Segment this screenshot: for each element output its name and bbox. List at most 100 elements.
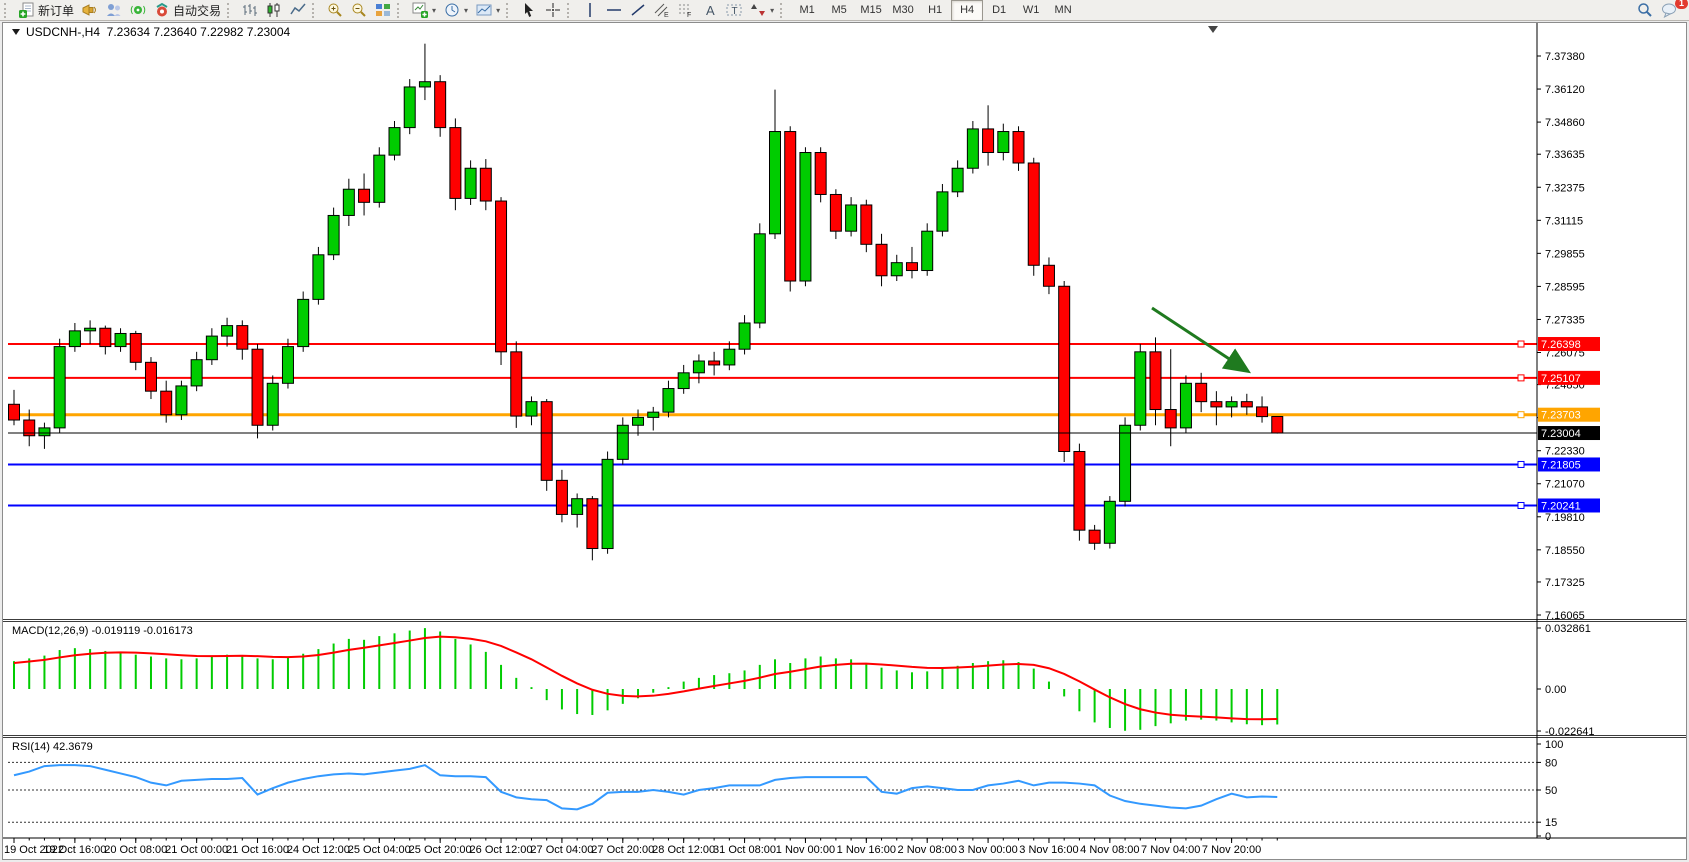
candle-body: [1073, 450, 1086, 531]
time-tick-label: 2 Nov 08:00: [898, 844, 957, 856]
toolbar-grip[interactable]: [397, 2, 404, 18]
price-tick-label: 7.28595: [1545, 281, 1585, 293]
accounts-button[interactable]: [102, 0, 126, 21]
svg-text:7.25107: 7.25107: [1541, 373, 1581, 385]
timeframe-h1[interactable]: H1: [928, 4, 943, 16]
price-tick-label: 7.33635: [1545, 149, 1585, 161]
new-chart-button[interactable]: ▾: [408, 0, 440, 21]
candle-body: [1058, 285, 1071, 452]
candle-body: [1134, 351, 1147, 426]
zoom-in-button[interactable]: [323, 0, 347, 21]
toolbar-grip[interactable]: [506, 2, 513, 18]
horizontal-line-tool[interactable]: [602, 0, 626, 21]
one-click-trading-toggle[interactable]: [12, 29, 20, 35]
timeframe-m15[interactable]: M15: [860, 4, 882, 16]
arrows-tool[interactable]: ▾: [746, 0, 778, 21]
line-handle[interactable]: [1517, 374, 1525, 382]
candle-body: [434, 81, 447, 129]
auto-trading-icon: [156, 2, 168, 17]
new-order-button[interactable]: 新订单: [15, 0, 78, 21]
time-tick-label: 26 Oct 12:00: [470, 844, 533, 856]
auto-trading-label: 自动交易: [173, 3, 222, 18]
candle-body: [601, 458, 614, 550]
candle-body: [129, 332, 142, 363]
candle-body: [616, 424, 629, 460]
candle-body: [1256, 406, 1269, 418]
line-handle[interactable]: [1517, 340, 1525, 348]
trendline-tool[interactable]: [626, 0, 650, 21]
equidistant-channel-tool[interactable]: E: [650, 0, 674, 21]
candle-body: [1225, 401, 1238, 408]
trend-arrow-annotation[interactable]: [1151, 306, 1252, 374]
price-tick-label: 7.16065: [1545, 610, 1585, 622]
time-tick-label: 1 Nov 16:00: [837, 844, 896, 856]
svg-text:7.23703: 7.23703: [1541, 410, 1581, 422]
macd-panel: 0.032861 0.00 -0.022641 MACD(12,26,9) -0.01…: [12, 623, 1595, 738]
horizontal-line-icon: [607, 9, 622, 11]
macd-tick-label: 0.032861: [1545, 623, 1591, 635]
tile-windows-button[interactable]: [371, 0, 395, 21]
timeframe-h4[interactable]: H4: [951, 0, 984, 21]
svg-text:7.20241: 7.20241: [1541, 500, 1581, 512]
timeframe-m5[interactable]: M5: [831, 4, 847, 16]
template-button[interactable]: ▾: [472, 0, 504, 21]
chat-button[interactable]: 1: [1657, 0, 1688, 21]
candlestick-chart-button[interactable]: [262, 0, 286, 21]
toolbar: 新订单 自动交易: [0, 0, 1689, 21]
candle-body: [190, 359, 203, 387]
candle-body: [144, 361, 157, 392]
price-tick-label: 7.32375: [1545, 182, 1585, 194]
price-tick-label: 7.36120: [1545, 84, 1585, 96]
timeframe-w1[interactable]: W1: [1022, 4, 1040, 16]
chart-title: USDCNH-,H4 7.23634 7.23640 7.22982 7.230…: [12, 25, 291, 39]
bid-price-badge: 7.23004: [1538, 426, 1600, 441]
candle-body: [1103, 500, 1116, 544]
bar-chart-button[interactable]: [238, 0, 262, 21]
period-button[interactable]: ▾: [440, 0, 472, 21]
line-handle[interactable]: [1517, 501, 1525, 509]
time-tick-label: 24 Oct 12:00: [287, 844, 350, 856]
timeframe-mn[interactable]: MN: [1054, 4, 1072, 16]
alerts-button[interactable]: [78, 0, 102, 21]
candle-body: [342, 188, 355, 216]
chevron-down-icon: ▾: [464, 5, 469, 15]
candle-body: [586, 498, 599, 550]
line-handle[interactable]: [1517, 411, 1525, 419]
text-tool[interactable]: A: [698, 0, 722, 21]
crosshair-button[interactable]: [541, 0, 565, 21]
chat-icon: [1662, 3, 1676, 18]
text-label-tool[interactable]: T: [722, 0, 746, 21]
price-tick-label: 7.21070: [1545, 479, 1585, 491]
chart-shift-marker[interactable]: [1208, 26, 1218, 33]
price-axis[interactable]: 7.37380 7.36120 7.34860 7.33635 7.32375 7.311…: [1537, 51, 1585, 622]
fibonacci-tool[interactable]: F: [674, 0, 698, 21]
candle-body: [99, 327, 112, 348]
line-chart-button[interactable]: [286, 0, 310, 21]
timeframe-m1[interactable]: M1: [799, 4, 815, 16]
price-badge-resistance-lower: 7.25107: [1538, 370, 1600, 385]
cursor-icon: [525, 3, 534, 17]
price-tick-label: 7.34860: [1545, 117, 1585, 129]
toolbar-grip[interactable]: [567, 2, 574, 18]
vertical-line-tool[interactable]: [578, 0, 602, 21]
zoom-out-button[interactable]: [347, 0, 371, 21]
timeframe-d1[interactable]: D1: [992, 4, 1007, 16]
candle-body: [281, 346, 294, 384]
line-handle[interactable]: [1517, 460, 1525, 468]
text-icon: A: [706, 3, 715, 18]
crosshair-icon: [546, 3, 561, 17]
timeframe-m30[interactable]: M30: [892, 4, 914, 16]
search-button[interactable]: [1633, 0, 1657, 21]
candle-body: [403, 86, 416, 129]
svg-text:E: E: [664, 12, 669, 18]
toolbar-grip[interactable]: [312, 2, 319, 18]
auto-trading-button[interactable]: 自动交易: [150, 0, 225, 21]
toolbar-grip[interactable]: [227, 2, 234, 18]
price-badge-support-lower: 7.20241: [1538, 498, 1600, 513]
toolbar-grip[interactable]: [780, 2, 787, 18]
cursor-button[interactable]: [517, 0, 541, 21]
signals-button[interactable]: [126, 0, 150, 21]
toolbar-grip[interactable]: [4, 2, 11, 18]
